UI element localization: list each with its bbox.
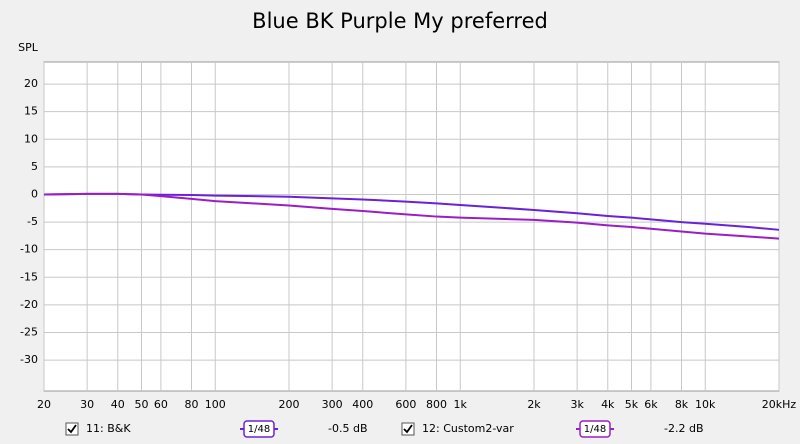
y-tick-label: -15 <box>20 270 38 283</box>
x-tick-label: 50 <box>134 398 148 411</box>
legend-smoothing-box[interactable] <box>243 420 275 438</box>
y-tick-label: 20 <box>24 77 38 90</box>
x-tick-label: 8k <box>675 398 689 411</box>
x-tick-label: 400 <box>352 398 373 411</box>
legend-smoothing: 1/48 <box>248 424 270 435</box>
legend-offset: -2.2 dB <box>664 422 704 435</box>
series-line <box>43 192 780 240</box>
y-tick-label: -30 <box>20 353 38 366</box>
x-tick-label: 30 <box>80 398 94 411</box>
x-tick-label: 6k <box>644 398 658 411</box>
x-tick-label: 4k <box>601 398 615 411</box>
x-tick-label: 600 <box>395 398 416 411</box>
x-tick-label: 60 <box>154 398 168 411</box>
legend-checkmark <box>403 424 413 434</box>
x-tick-label: 1k <box>454 398 468 411</box>
x-tick-label: 2k <box>527 398 541 411</box>
x-tick-label: 300 <box>322 398 343 411</box>
y-tick-label: -20 <box>20 298 38 311</box>
chart-title: Blue BK Purple My preferred <box>252 9 548 33</box>
x-tick-label: 800 <box>426 398 447 411</box>
y-tick-label: -5 <box>27 215 38 228</box>
x-tick-label: 200 <box>279 398 300 411</box>
y-axis-label: SPL <box>18 41 39 54</box>
x-tick-label: 20kHz <box>762 398 797 411</box>
legend-checkbox[interactable] <box>65 422 79 436</box>
legend-smoothing: 1/48 <box>584 424 606 435</box>
legend-smoothing-box[interactable] <box>579 420 611 438</box>
legend-checkmark <box>67 424 77 434</box>
y-tick-label: 15 <box>24 105 38 118</box>
legend-offset: -0.5 dB <box>328 422 368 435</box>
legend-name: 11: B&K <box>86 422 131 435</box>
x-tick-label: 10k <box>695 398 716 411</box>
legend-checkbox[interactable] <box>401 422 415 436</box>
y-tick-label: -10 <box>20 243 38 256</box>
y-tick-label: 5 <box>31 160 38 173</box>
y-tick-label: 10 <box>24 132 38 145</box>
x-tick-label: 20 <box>37 398 51 411</box>
legend-name: 12: Custom2-var <box>422 422 514 435</box>
x-tick-label: 5k <box>625 398 639 411</box>
y-tick-label: 0 <box>31 187 38 200</box>
x-tick-label: 3k <box>570 398 584 411</box>
y-tick-label: -25 <box>20 325 38 338</box>
x-tick-label: 80 <box>185 398 199 411</box>
x-tick-label: 40 <box>111 398 125 411</box>
plot-area <box>43 61 780 392</box>
x-tick-label: 100 <box>205 398 226 411</box>
